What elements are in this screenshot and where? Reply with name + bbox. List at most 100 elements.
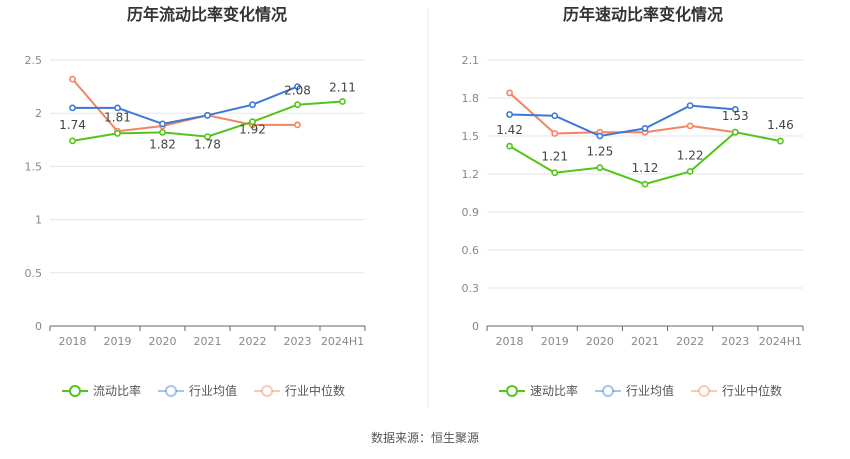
series-line xyxy=(71,78,298,133)
series-line xyxy=(508,92,736,135)
x-tick-label: 2018 xyxy=(59,335,87,348)
y-tick-label: 0 xyxy=(472,320,479,333)
legend-label: 速动比率 xyxy=(530,383,578,398)
data-label: 1.12 xyxy=(632,161,659,175)
x-tick-label: 2020 xyxy=(149,335,177,348)
chart-title: 历年速动比率变化情况 xyxy=(563,5,723,24)
data-label: 2.08 xyxy=(284,84,311,98)
legend-item[interactable]: 行业均值 xyxy=(595,383,674,398)
data-point xyxy=(69,137,76,145)
data-label: 1.25 xyxy=(586,145,613,159)
data-point xyxy=(294,121,301,129)
x-tick-label: 2020 xyxy=(586,335,614,348)
data-point xyxy=(641,124,649,132)
legend-marker xyxy=(602,385,615,397)
data-label: 1.42 xyxy=(496,123,523,137)
legend-marker xyxy=(165,385,178,397)
data-point xyxy=(204,111,211,119)
legend-item[interactable]: 行业均值 xyxy=(158,383,237,398)
data-point xyxy=(596,164,604,172)
legend-label: 行业均值 xyxy=(189,383,237,398)
data-label: 1.92 xyxy=(239,123,266,137)
legend-item[interactable]: 行业中位数 xyxy=(254,383,345,398)
x-tick-label: 2023 xyxy=(284,335,312,348)
data-label: 1.22 xyxy=(677,148,704,162)
x-tick-label: 2024H1 xyxy=(321,335,364,348)
data-label: 1.81 xyxy=(104,110,131,124)
legend-marker xyxy=(698,385,711,397)
data-point xyxy=(731,106,739,113)
chart-title: 历年流动比率变化情况 xyxy=(127,5,287,24)
series-line xyxy=(72,85,298,125)
data-point xyxy=(339,98,346,105)
data-source-note: 数据来源：恒生聚源 xyxy=(371,430,479,445)
data-point xyxy=(159,120,166,128)
x-tick-label: 2021 xyxy=(631,335,659,348)
data-point xyxy=(69,104,76,112)
data-label: 1.78 xyxy=(194,138,221,152)
data-label: 1.82 xyxy=(149,137,176,151)
y-tick-label: 1.2 xyxy=(462,168,480,181)
legend-item[interactable]: 流动比率 xyxy=(62,383,141,398)
y-tick-label: 2 xyxy=(35,107,42,120)
data-point xyxy=(506,142,513,150)
data-point xyxy=(641,180,649,188)
x-tick-label: 2023 xyxy=(721,335,749,348)
legend-label: 行业中位数 xyxy=(285,383,345,398)
data-point xyxy=(777,137,784,145)
x-tick-label: 2022 xyxy=(676,335,704,348)
data-point xyxy=(114,104,121,112)
current-ratio-chart: 历年流动比率变化情况 0 0.5 1 1.5 2 2.5 2018 2019 2020 2021 20… xyxy=(25,5,366,398)
data-point xyxy=(551,112,559,120)
data-point xyxy=(114,130,121,137)
series-line xyxy=(509,104,736,138)
data-point xyxy=(596,132,604,140)
legend-item[interactable]: 行业中位数 xyxy=(691,383,782,398)
data-point xyxy=(506,89,513,97)
y-tick-label: 0.5 xyxy=(25,267,43,280)
data-point xyxy=(69,75,76,83)
quick-ratio-chart: 历年速动比率变化情况 0 0.3 0.6 0.9 1.2 1.5 1.8 2.1 2018 2019… xyxy=(462,5,804,398)
data-point xyxy=(731,128,739,136)
data-label: 2.11 xyxy=(329,80,356,94)
y-tick-label: 2.1 xyxy=(462,54,480,67)
data-point xyxy=(551,130,559,137)
y-tick-label: 1.5 xyxy=(462,130,480,143)
x-tick-label: 2018 xyxy=(496,335,524,348)
x-tick-label: 2022 xyxy=(239,335,267,348)
data-point xyxy=(159,128,166,136)
x-tick-label: 2021 xyxy=(194,335,222,348)
y-tick-label: 1.8 xyxy=(462,92,480,105)
data-point xyxy=(294,101,301,109)
legend-label: 流动比率 xyxy=(93,383,141,398)
data-label: 1.46 xyxy=(767,118,794,132)
y-tick-label: 0.3 xyxy=(462,282,480,295)
legend-label: 行业均值 xyxy=(626,383,674,398)
legend-marker xyxy=(261,385,274,397)
x-tick-label: 2019 xyxy=(541,335,569,348)
data-point xyxy=(249,101,256,109)
y-tick-label: 0.9 xyxy=(462,206,480,219)
y-tick-label: 1 xyxy=(35,214,42,227)
y-tick-label: 0.6 xyxy=(462,244,480,257)
data-point xyxy=(686,122,694,130)
y-tick-label: 2.5 xyxy=(25,54,43,67)
data-point xyxy=(204,133,211,141)
legend-item[interactable]: 速动比率 xyxy=(499,383,578,398)
x-tick-label: 2019 xyxy=(104,335,132,348)
data-label: 1.21 xyxy=(541,150,568,164)
y-tick-label: 1.5 xyxy=(25,160,43,173)
data-label: 1.74 xyxy=(59,118,86,132)
data-point xyxy=(249,118,256,126)
data-point xyxy=(686,102,694,109)
data-point xyxy=(551,169,559,177)
data-point xyxy=(506,111,513,118)
y-tick-label: 0 xyxy=(35,320,42,333)
x-tick-label: 2024H1 xyxy=(759,335,802,348)
data-label: 1.53 xyxy=(722,109,749,123)
data-point xyxy=(686,168,694,175)
legend-marker xyxy=(69,385,81,397)
data-point xyxy=(294,83,301,90)
legend-label: 行业中位数 xyxy=(722,383,782,398)
